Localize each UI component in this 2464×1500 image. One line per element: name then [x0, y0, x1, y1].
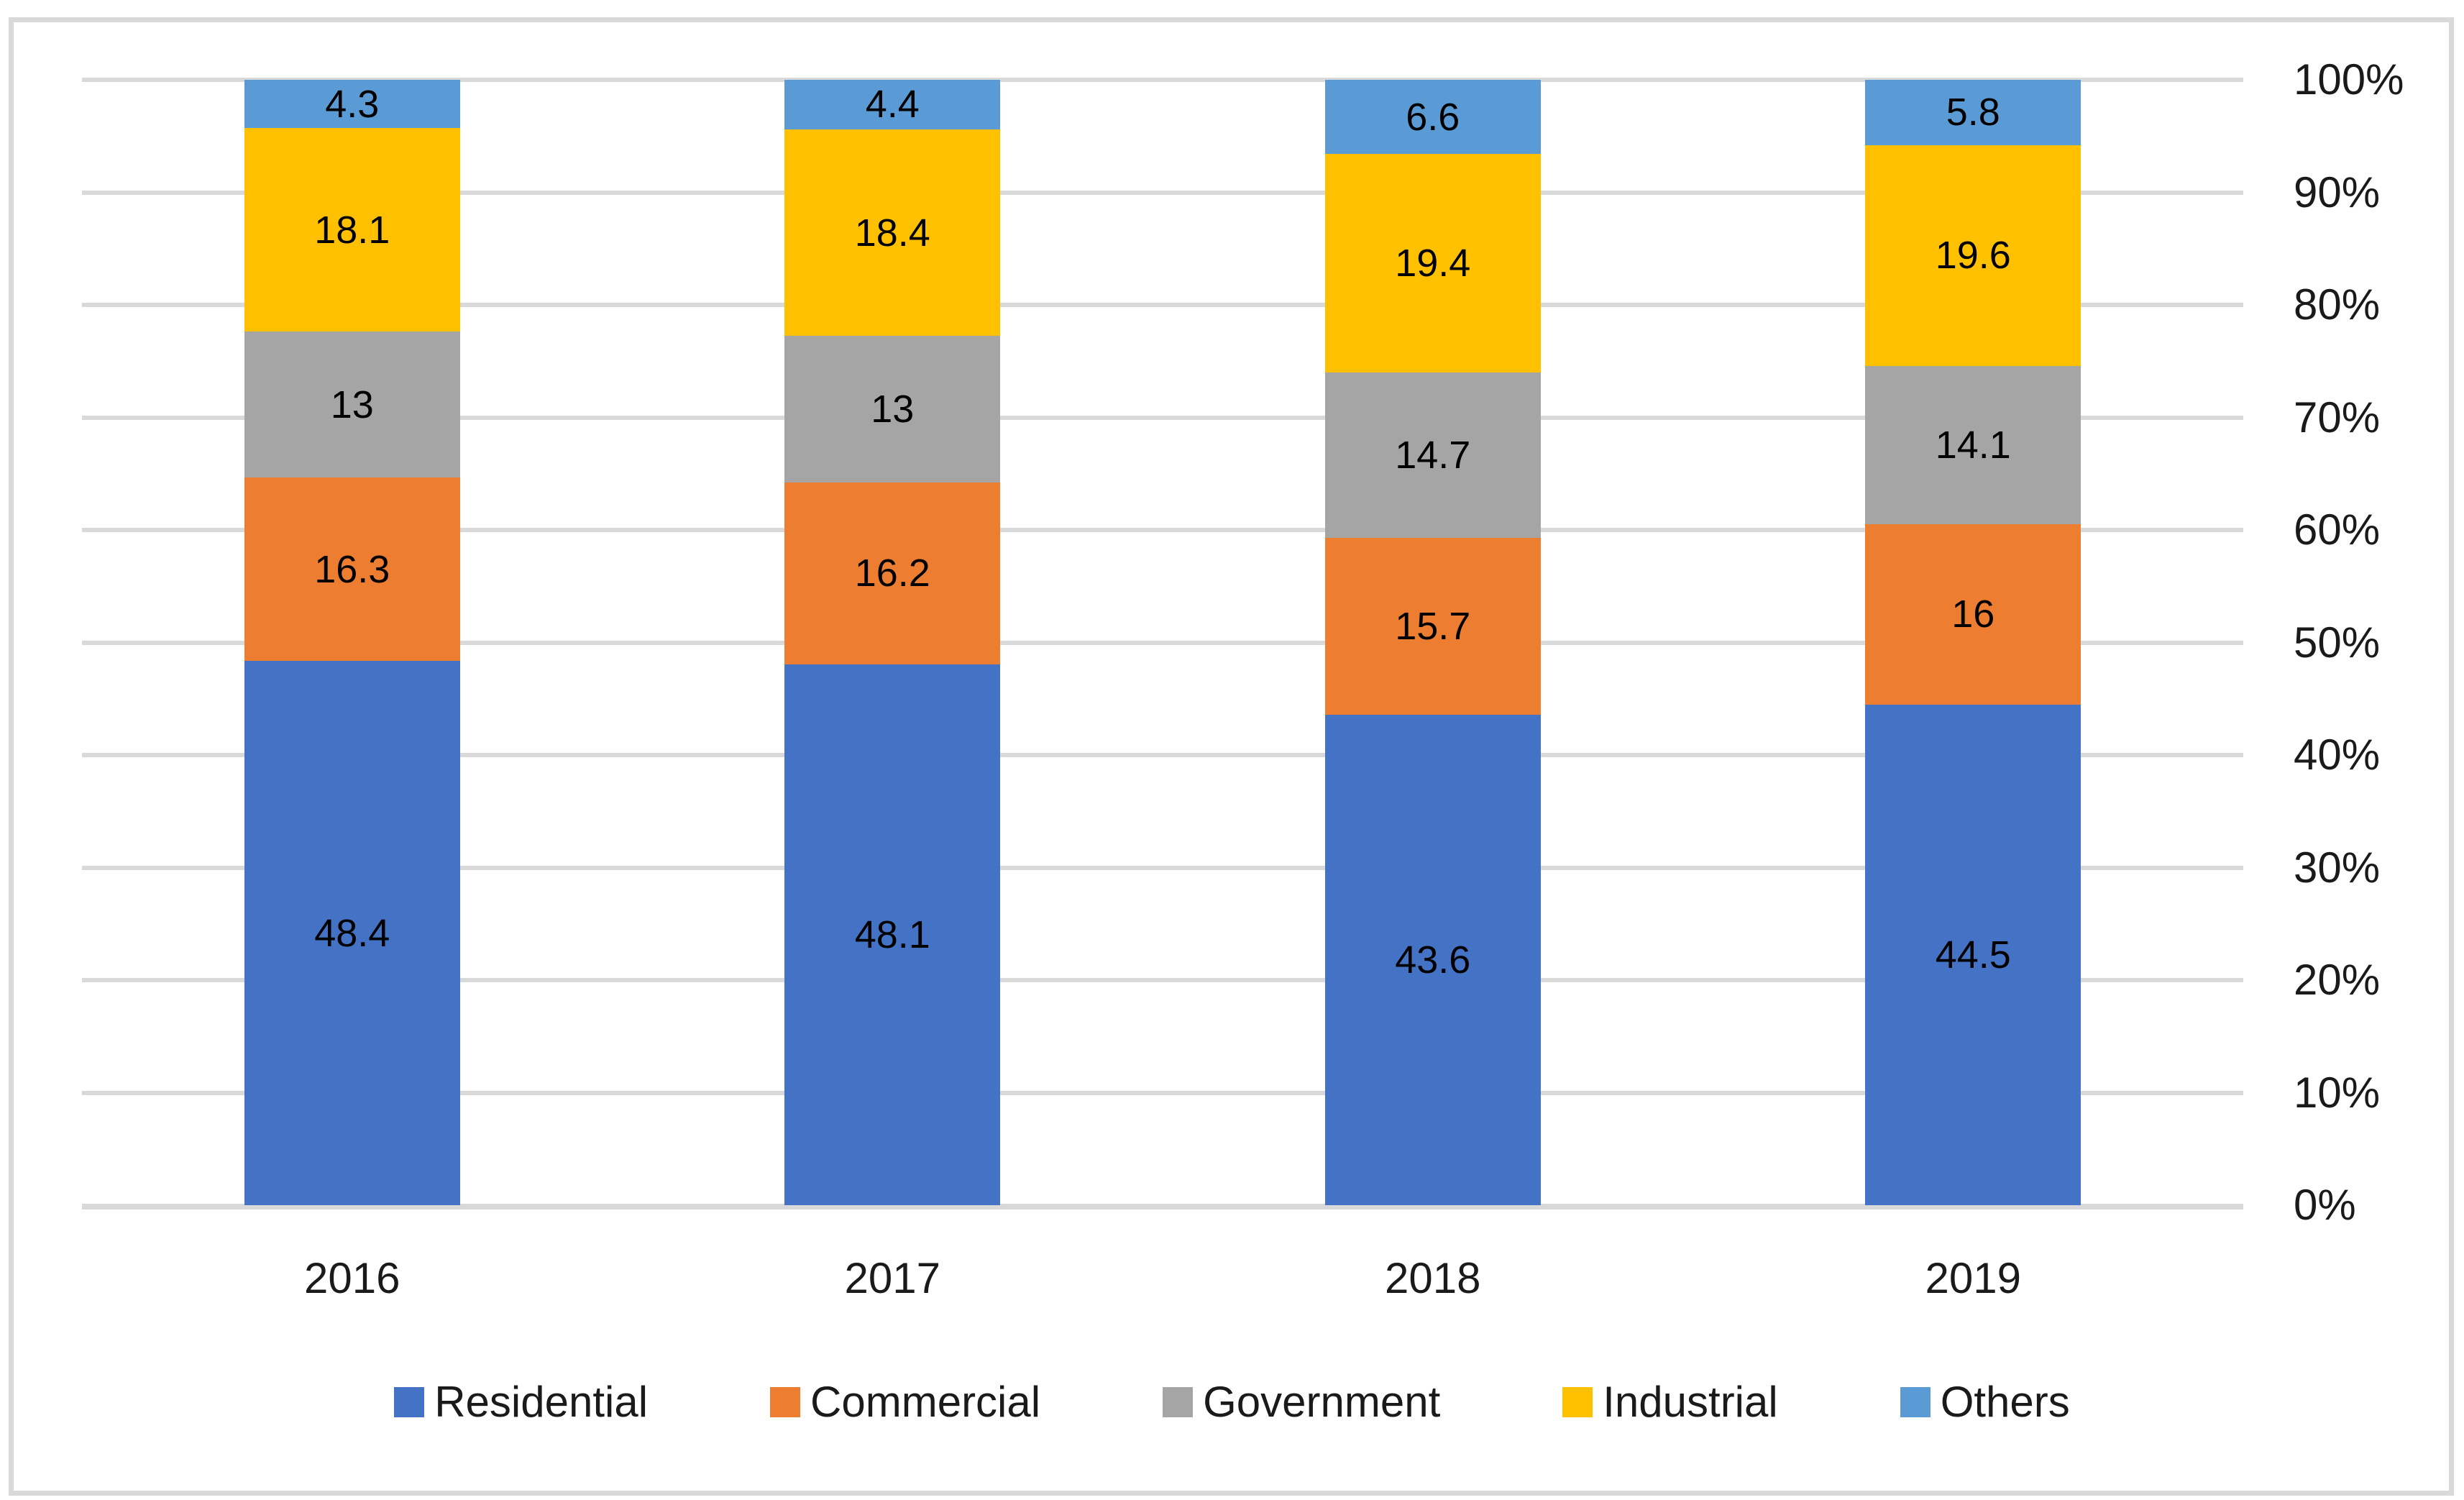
legend-label: Industrial [1603, 1378, 1778, 1426]
gridline [82, 415, 2243, 420]
gridline [82, 78, 2243, 82]
data-label: 15.7 [1395, 604, 1471, 648]
data-label: 13 [330, 383, 374, 426]
segment-others-2016: 4.3 [244, 80, 460, 129]
y-axis-tick-label: 60% [2294, 506, 2381, 554]
legend-swatch-commercial [770, 1387, 801, 1417]
gridline [82, 640, 2243, 645]
bar-2017: 4.4 18.4 13 16.2 48.1 [784, 80, 1001, 1205]
data-label: 48.4 [314, 911, 390, 955]
legend-swatch-others [1900, 1387, 1931, 1417]
bar-2016: 4.3 18.1 13 16.3 48.4 [244, 80, 460, 1205]
y-axis-tick-label: 10% [2294, 1068, 2381, 1117]
x-axis-line [82, 1204, 2243, 1209]
segment-residential-2019: 44.5 [1865, 704, 2081, 1205]
data-label: 4.4 [865, 83, 920, 127]
plot-area: 4.3 18.1 13 16.3 48.4 4.4 18.4 13 16.2 48.1 6.6 19.… [82, 78, 2243, 1209]
x-axis-category-label: 2017 [844, 1254, 940, 1302]
data-label: 19.4 [1395, 242, 1471, 285]
x-axis-category-label: 2016 [304, 1254, 400, 1302]
legend-label: Commercial [810, 1378, 1041, 1426]
segment-commercial-2018: 15.7 [1324, 537, 1541, 715]
legend-item-others: Others [1900, 1381, 2070, 1424]
y-axis-tick-label: 70% [2294, 393, 2381, 442]
gridline [82, 190, 2243, 195]
segment-commercial-2016: 16.3 [244, 477, 460, 662]
segment-industrial-2019: 19.6 [1865, 145, 2081, 366]
data-label: 6.6 [1406, 95, 1460, 139]
segment-government-2018: 14.7 [1324, 372, 1541, 538]
data-label: 43.6 [1395, 938, 1471, 982]
y-axis-tick-label: 100% [2294, 55, 2404, 104]
y-axis-tick-label: 80% [2294, 280, 2381, 329]
legend-label: Others [1940, 1378, 2070, 1426]
data-label: 13 [871, 388, 915, 431]
segment-residential-2017: 48.1 [784, 664, 1001, 1205]
y-axis-tick-label: 50% [2294, 618, 2381, 667]
y-axis-tick-label: 30% [2294, 843, 2381, 892]
legend-item-commercial: Commercial [770, 1381, 1040, 1424]
segment-industrial-2018: 19.4 [1324, 154, 1541, 372]
gridline [82, 978, 2243, 982]
data-label: 18.4 [854, 211, 930, 255]
data-label: 16.3 [314, 547, 390, 591]
gridline [82, 303, 2243, 307]
y-axis-tick-label: 0% [2294, 1181, 2356, 1229]
data-label: 48.1 [854, 913, 930, 956]
segment-government-2017: 13 [784, 336, 1001, 483]
gridline [82, 865, 2243, 870]
data-label: 5.8 [1946, 91, 2000, 134]
segment-industrial-2017: 18.4 [784, 129, 1001, 337]
segment-others-2018: 6.6 [1324, 80, 1541, 155]
segment-commercial-2019: 16 [1865, 524, 2081, 705]
data-label: 16.2 [854, 552, 930, 595]
x-axis-category-label: 2019 [1925, 1254, 2021, 1302]
legend-item-residential: Residential [394, 1381, 648, 1424]
y-axis-tick-label: 90% [2294, 168, 2381, 216]
y-axis-tick-label: 40% [2294, 731, 2381, 779]
segment-government-2016: 13 [244, 331, 460, 478]
legend: Residential Commercial Government Industria… [0, 1372, 2464, 1432]
data-label: 14.1 [1935, 423, 2011, 467]
segment-others-2019: 5.8 [1865, 80, 2081, 145]
segment-residential-2018: 43.6 [1324, 714, 1541, 1205]
gridline [82, 528, 2243, 532]
segment-others-2017: 4.4 [784, 80, 1001, 129]
data-label: 16 [1951, 593, 1995, 636]
gridline [82, 753, 2243, 757]
legend-label: Residential [434, 1378, 649, 1426]
legend-item-industrial: Industrial [1562, 1378, 1778, 1426]
data-label: 4.3 [325, 82, 380, 126]
gridline [82, 1090, 2243, 1095]
x-axis-category-label: 2018 [1385, 1254, 1481, 1302]
legend-swatch-residential [394, 1387, 425, 1417]
legend-item-government: Government [1163, 1381, 1440, 1424]
legend-swatch-industrial [1562, 1387, 1593, 1417]
bar-2018: 6.6 19.4 14.7 15.7 43.6 [1324, 80, 1541, 1205]
data-label: 44.5 [1935, 933, 2011, 977]
y-axis-tick-label: 20% [2294, 956, 2381, 1004]
legend-swatch-government [1163, 1387, 1194, 1417]
legend-label: Government [1203, 1378, 1441, 1426]
data-label: 14.7 [1395, 433, 1471, 477]
segment-government-2019: 14.1 [1865, 365, 2081, 525]
segment-commercial-2017: 16.2 [784, 482, 1001, 664]
bar-2019: 5.8 19.6 14.1 16 44.5 [1865, 80, 2081, 1205]
data-label: 18.1 [314, 208, 390, 252]
segment-industrial-2016: 18.1 [244, 128, 460, 332]
chart-border [9, 17, 2454, 1496]
segment-residential-2016: 48.4 [244, 661, 460, 1205]
data-label: 19.6 [1935, 234, 2011, 278]
